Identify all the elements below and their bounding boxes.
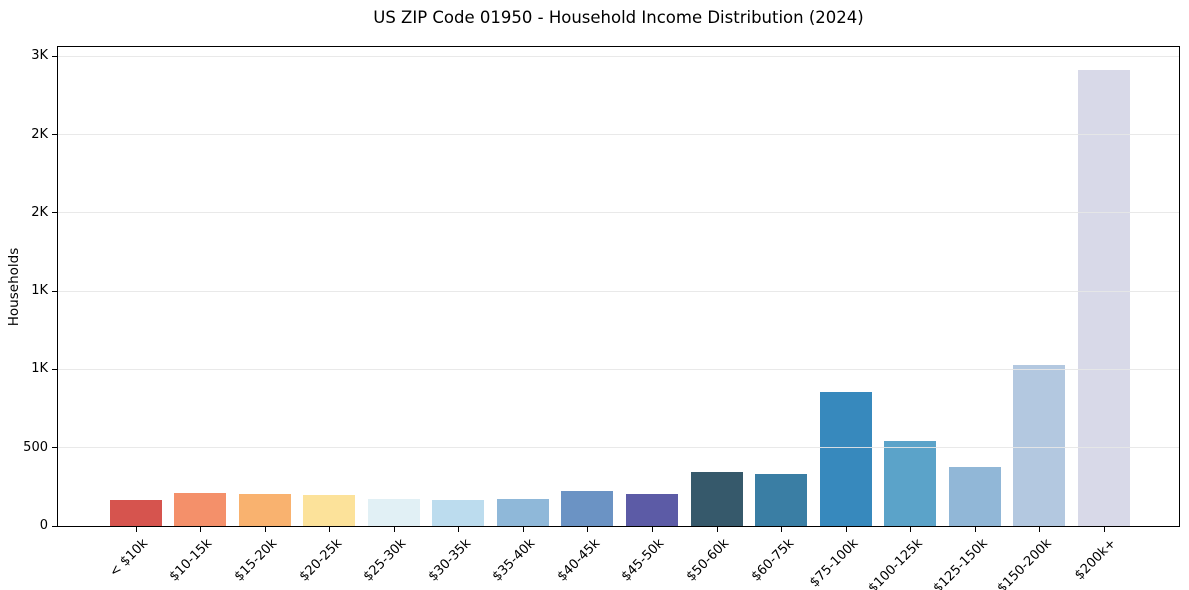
x-tick-mark [265,527,266,532]
gridline-3K [58,55,1179,57]
x-tick-label: $25-30k [360,536,410,585]
gridline-1K [58,290,1179,292]
x-tick-mark [975,527,976,532]
x-tick-mark [523,527,524,532]
bar-$35-40k [497,499,549,526]
x-tick-label: $50-60k [683,536,733,585]
y-tick-label: 500 [23,439,48,455]
bar-$100-125k [884,441,936,526]
x-tick-label: $45-50k [619,536,668,585]
y-tick-mark [52,212,58,214]
x-tick-label: $100-125k [865,536,926,590]
gridline-500 [58,447,1179,449]
y-tick-label: 2K [31,204,48,220]
x-tick-label: < $10k [107,536,152,581]
x-tick-label: $15-20k [231,536,281,585]
x-tick-mark [394,527,395,532]
y-tick-label: 0 [39,518,48,533]
x-tick-label: $40-45k [554,536,604,585]
bar-$10-15k [174,493,226,526]
x-tick-mark [587,527,588,532]
y-tick-mark [52,525,58,527]
bar-$75-100k [820,392,872,526]
x-tick-mark [1039,527,1040,532]
x-tick-label: $125-150k [930,536,991,590]
y-tick-label: 1K [31,361,48,377]
x-tick-label: $150-200k [994,536,1055,590]
x-tick-mark [329,527,330,532]
y-tick-mark [52,55,58,57]
y-tick-mark [52,447,58,449]
plot-area: 0 500 1K 1K 2K 2K 3K < $10k $10-15k $15-20k $20-25… [23,46,1180,590]
x-tick-mark [717,527,718,532]
y-tick-label: 2K [31,126,48,142]
y-tick-label: 1K [31,283,48,299]
x-tick-label: $35-40k [489,536,539,585]
bar-$15-20k [239,494,291,526]
x-tick-label: $60-75k [748,536,797,585]
x-tick-label: $20-25k [296,536,345,585]
bar-$30-35k [432,500,484,526]
gridline-1K [58,368,1179,370]
x-tick-mark [910,527,911,532]
x-tick-label: $200k+ [1072,536,1120,584]
y-tick-mark [52,134,58,136]
bar-$150-200k [1013,365,1065,526]
gridline-2K [58,134,1179,136]
bar-< $10k [110,500,162,526]
y-tick-mark [52,290,58,292]
x-tick-mark [846,527,847,532]
x-tick-mark [458,527,459,532]
chart-title: US ZIP Code 01950 - Household Income Dis… [373,8,864,27]
bar-$40-45k [561,491,613,526]
x-tick-label: $75-100k [806,536,862,590]
x-tick-mark [200,527,201,532]
bar-$25-30k [368,499,420,526]
bar-$45-50k [626,494,678,526]
x-tick-mark [1104,527,1105,532]
x-tick-mark [136,527,137,532]
x-tick-mark [652,527,653,532]
x-tick-label: $30-35k [425,536,474,585]
x-tick-label: $10-15k [167,536,216,585]
y-tick-label: 3K [31,48,48,64]
x-tick-mark [781,527,782,532]
bar-$200k+ [1078,70,1130,526]
bar-$50-60k [691,472,743,526]
bar-$125-150k [949,467,1001,526]
bar-$20-25k [303,495,355,526]
y-tick-mark [52,368,58,370]
gridline-2K [58,212,1179,214]
bar-$60-75k [755,474,807,526]
